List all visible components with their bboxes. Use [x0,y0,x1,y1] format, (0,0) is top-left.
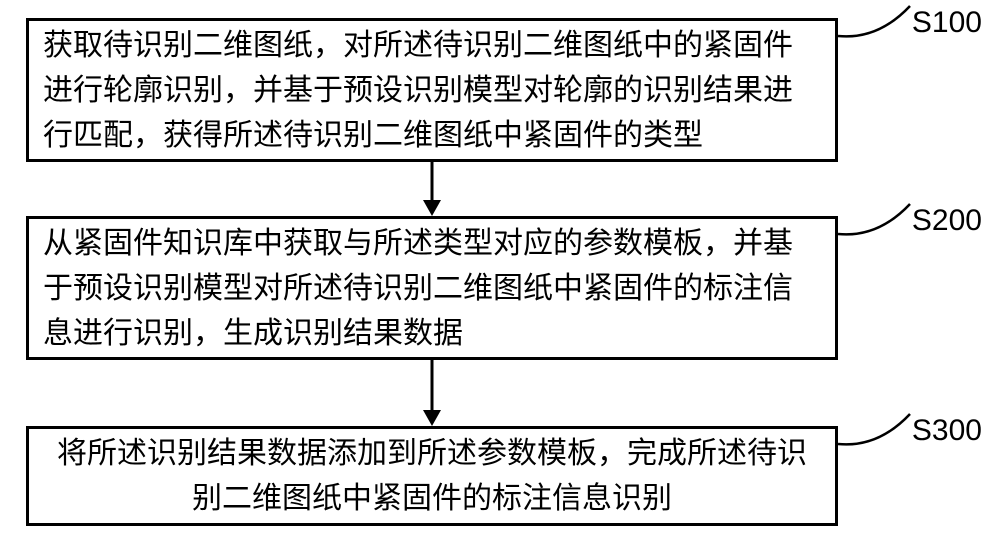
step-label-s300: S300 [912,414,982,448]
step-box-s200: 从紧固件知识库中获取与所述类型对应的参数模板，并基于预设识别模型对所述待识别二维… [26,216,838,360]
step-box-s300: 将所述识别结果数据添加到所述参数模板，完成所述待识别二维图纸中紧固件的标注信息识… [26,426,838,526]
step-box-s100: 获取待识别二维图纸，对所述待识别二维图纸中的紧固件进行轮廓识别，并基于预设识别模… [26,18,838,162]
step-text-s100: 获取待识别二维图纸，对所述待识别二维图纸中的紧固件进行轮廓识别，并基于预设识别模… [43,23,821,158]
step-label-s200: S200 [912,204,982,238]
step-text-s200: 从紧固件知识库中获取与所述类型对应的参数模板，并基于预设识别模型对所述待识别二维… [43,221,821,356]
label-curve-s300 [838,408,918,452]
flowchart-container: 获取待识别二维图纸，对所述待识别二维图纸中的紧固件进行轮廓识别，并基于预设识别模… [0,0,1000,546]
connector-s100-s200 [417,162,447,216]
connector-s200-s300 [417,360,447,426]
step-text-s300: 将所述识别结果数据添加到所述参数模板，完成所述待识别二维图纸中紧固件的标注信息识… [43,431,821,521]
label-curve-s200 [838,198,918,242]
step-label-s100: S100 [912,6,982,40]
label-curve-s100 [838,0,918,44]
